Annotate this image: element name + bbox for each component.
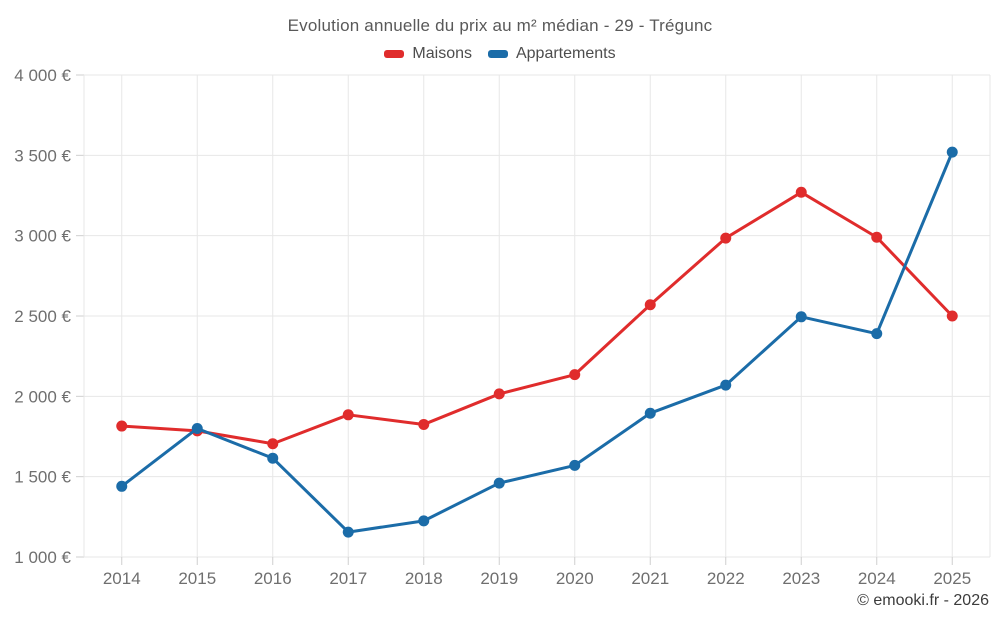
series-point-maisons-2018[interactable]	[418, 418, 430, 430]
y-axis-label: 1 500 €	[14, 468, 71, 487]
series-point-appartements-2014[interactable]	[116, 480, 128, 492]
legend-swatch-maisons	[384, 50, 405, 58]
y-axis-label: 2 000 €	[14, 387, 71, 406]
x-axis-label-2020: 2020	[556, 569, 594, 588]
y-axis-label: 3 000 €	[14, 227, 71, 246]
series-point-appartements-2021[interactable]	[644, 407, 656, 419]
series-point-appartements-2017[interactable]	[342, 526, 354, 538]
series-point-maisons-2014[interactable]	[116, 420, 128, 432]
x-axis-label-2022: 2022	[707, 569, 745, 588]
series-point-maisons-2016[interactable]	[267, 438, 279, 450]
series-point-maisons-2025[interactable]	[946, 310, 958, 322]
legend-item-maisons[interactable]: Maisons	[384, 45, 472, 63]
legend-label-appartements: Appartements	[515, 45, 616, 62]
x-axis-label-2021: 2021	[631, 569, 669, 588]
series-point-maisons-2023[interactable]	[795, 186, 807, 198]
series-point-appartements-2016[interactable]	[267, 452, 279, 464]
x-axis-label-2018: 2018	[405, 569, 443, 588]
y-axis-label: 2 500 €	[14, 307, 71, 326]
series-point-maisons-2020[interactable]	[569, 369, 581, 381]
y-axis-label: 1 000 €	[14, 548, 71, 567]
series-point-appartements-2015[interactable]	[191, 422, 203, 434]
chart-title: Evolution annuelle du prix au m² médian …	[287, 16, 713, 35]
series-point-appartements-2019[interactable]	[493, 477, 505, 489]
series-line-appartements	[120, 150, 954, 534]
series-point-appartements-2024[interactable]	[871, 328, 883, 340]
series-point-maisons-2017[interactable]	[342, 409, 354, 421]
y-axis-label: 4 000 €	[14, 66, 71, 85]
series-point-appartements-2025[interactable]	[946, 146, 958, 158]
x-axis-label-2014: 2014	[103, 569, 141, 588]
series-point-maisons-2022[interactable]	[720, 232, 732, 244]
x-axis-label-2023: 2023	[782, 569, 820, 588]
y-axis-label: 3 500 €	[14, 146, 71, 165]
series-point-appartements-2023[interactable]	[795, 311, 807, 323]
x-axis-label-2016: 2016	[254, 569, 292, 588]
legend-item-appartements[interactable]: Appartements	[487, 45, 616, 63]
chart-legend: Maisons Appartements	[0, 45, 1000, 63]
series-point-maisons-2024[interactable]	[871, 231, 883, 243]
series-point-maisons-2019[interactable]	[493, 388, 505, 400]
x-axis-label-2017: 2017	[329, 569, 367, 588]
legend-swatch-appartements	[487, 50, 508, 58]
x-axis-label-2025: 2025	[933, 569, 971, 588]
series-point-appartements-2018[interactable]	[418, 515, 430, 527]
x-axis-label-2019: 2019	[480, 569, 518, 588]
footer-credit: © emooki.fr - 2026	[857, 592, 989, 609]
series-point-appartements-2022[interactable]	[720, 379, 732, 391]
x-axis-label-2015: 2015	[178, 569, 216, 588]
legend-label-maisons: Maisons	[412, 45, 472, 62]
series-point-maisons-2021[interactable]	[644, 299, 656, 311]
series-point-appartements-2020[interactable]	[569, 459, 581, 471]
x-axis-label-2024: 2024	[858, 569, 896, 588]
series-line-maisons	[120, 190, 954, 446]
